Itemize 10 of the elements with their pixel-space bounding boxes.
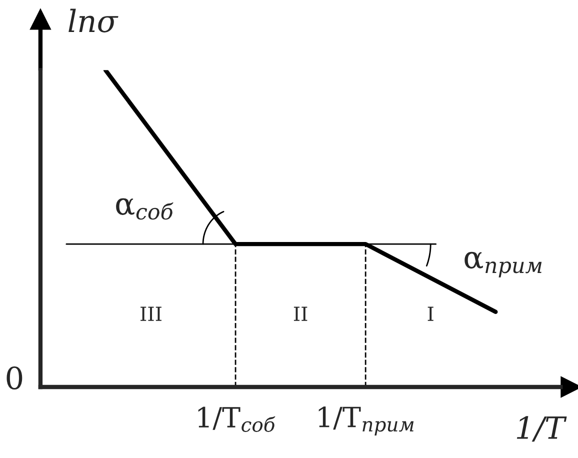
x-tick-label: 1/T$_{прим}$ (318, 406, 414, 436)
annotation: α$_{прим}$ (464, 252, 542, 278)
annotation: I (428, 306, 434, 321)
annotation: α$_{соб}$ (116, 198, 174, 220)
text: 0 (6, 366, 22, 390)
x-tick-label: 1/T$_{соб}$ (198, 406, 276, 432)
annotation: III (140, 306, 162, 321)
y-axis-title: lnσ (68, 8, 118, 32)
x-axis-title: 1/T (516, 416, 567, 442)
annotation: II (294, 306, 308, 321)
